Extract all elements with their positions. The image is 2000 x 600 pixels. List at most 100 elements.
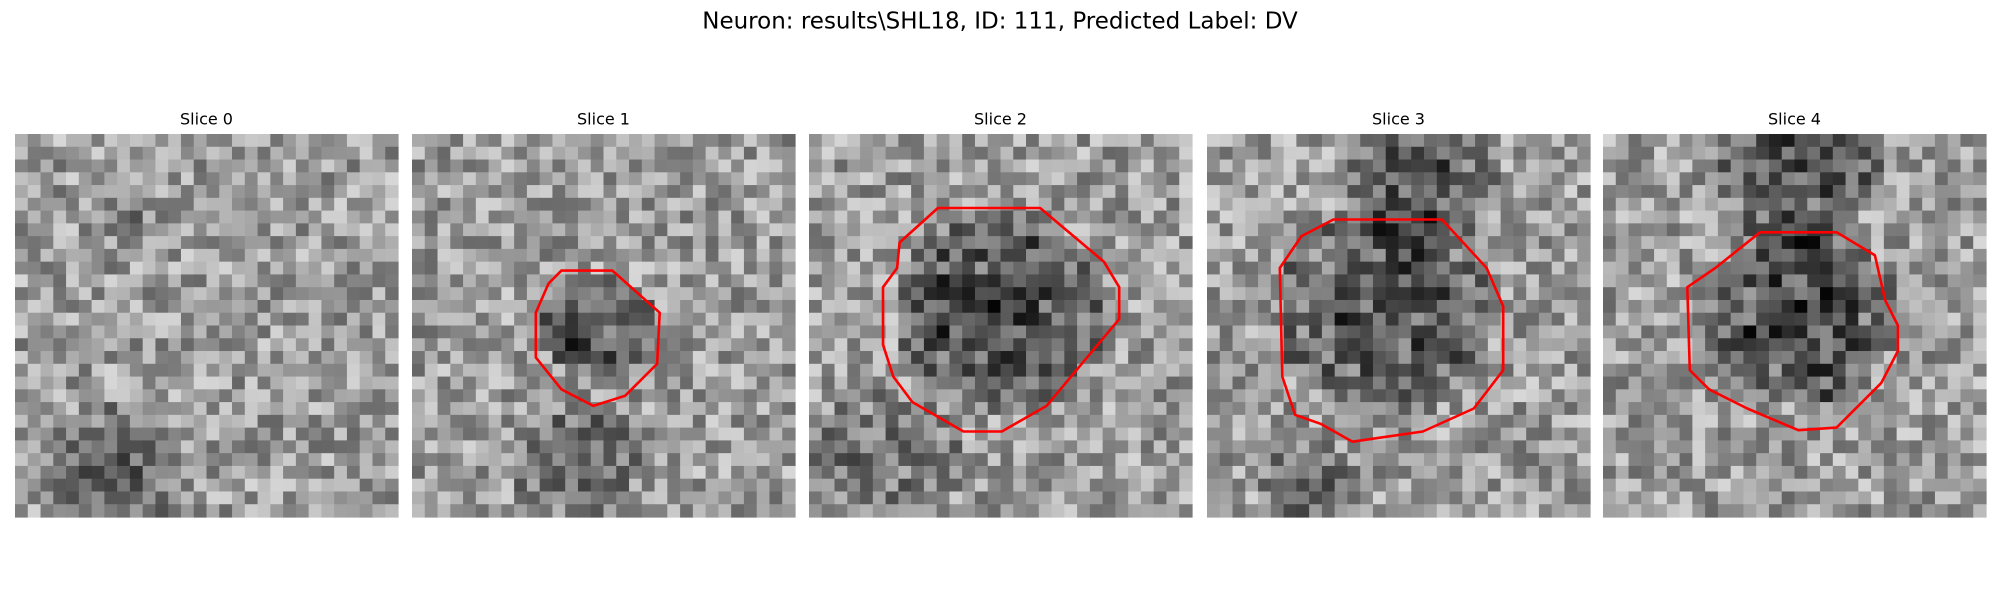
pixel xyxy=(1500,465,1514,480)
pixel xyxy=(321,338,335,352)
pixel xyxy=(91,414,105,429)
pixel xyxy=(488,223,502,237)
pixel xyxy=(1102,197,1116,212)
pixel xyxy=(40,261,54,276)
pixel xyxy=(1487,491,1502,505)
pixel xyxy=(1858,325,1872,339)
pixel xyxy=(911,491,925,505)
pixel xyxy=(1743,491,1757,505)
pixel xyxy=(1232,427,1246,441)
pixel xyxy=(1922,274,1936,288)
pixel xyxy=(78,312,93,327)
pixel xyxy=(155,491,169,505)
pixel xyxy=(193,210,208,224)
pixel xyxy=(743,351,758,365)
pixel xyxy=(1064,414,1078,429)
pixel xyxy=(987,465,1002,480)
pixel xyxy=(821,223,836,237)
pixel xyxy=(1896,453,1910,467)
pixel xyxy=(577,402,592,416)
pixel xyxy=(949,325,963,339)
pixel xyxy=(1334,312,1349,327)
pixel xyxy=(692,261,707,276)
pixel xyxy=(308,146,322,161)
pixel xyxy=(1000,274,1014,288)
pixel xyxy=(1883,236,1898,250)
pixel xyxy=(1462,338,1476,352)
pixel xyxy=(1026,312,1040,327)
pixel xyxy=(616,159,630,173)
pixel xyxy=(923,338,938,352)
pixel xyxy=(1385,197,1400,212)
pixel xyxy=(718,440,732,454)
pixel xyxy=(1577,376,1591,390)
pixel xyxy=(1909,185,1923,199)
pixel xyxy=(15,465,29,480)
pixel xyxy=(117,197,131,212)
pixel xyxy=(731,274,745,288)
pixel xyxy=(1934,414,1949,429)
pixel xyxy=(168,248,182,263)
pixel xyxy=(295,363,310,378)
pixel xyxy=(1883,223,1898,237)
pixel xyxy=(1615,351,1630,365)
pixel xyxy=(1449,287,1463,301)
pixel xyxy=(756,440,771,454)
pixel xyxy=(1051,363,1065,378)
pixel xyxy=(1832,351,1847,365)
pixel xyxy=(346,504,361,518)
pixel xyxy=(1526,338,1540,352)
pixel xyxy=(898,185,912,199)
pixel xyxy=(756,261,771,276)
pixel xyxy=(219,402,233,416)
pixel xyxy=(1909,363,1923,378)
pixel xyxy=(206,299,220,314)
pixel xyxy=(475,274,490,288)
pixel xyxy=(1820,299,1834,314)
pixel xyxy=(1756,210,1770,224)
pixel xyxy=(1934,185,1949,199)
pixel xyxy=(1781,338,1796,352)
pixel xyxy=(1128,440,1142,454)
pixel xyxy=(1615,299,1630,314)
pixel xyxy=(974,453,989,467)
pixel xyxy=(1628,414,1642,429)
pixel xyxy=(1679,248,1693,263)
pixel xyxy=(78,274,93,288)
pixel xyxy=(1896,427,1910,441)
pixel xyxy=(1768,351,1783,365)
pixel xyxy=(834,236,848,250)
pixel xyxy=(1207,146,1221,161)
pixel xyxy=(219,312,233,327)
pixel xyxy=(1666,491,1681,505)
pixel xyxy=(1871,299,1885,314)
pixel xyxy=(180,338,195,352)
pixel xyxy=(1296,504,1310,518)
pixel xyxy=(641,351,656,365)
pixel xyxy=(1628,351,1642,365)
pixel xyxy=(1166,299,1180,314)
pixel xyxy=(1077,402,1091,416)
pixel xyxy=(718,274,732,288)
pixel xyxy=(206,312,220,327)
pixel xyxy=(463,478,477,493)
pixel xyxy=(180,351,195,365)
pixel xyxy=(1768,274,1783,288)
pixel xyxy=(680,465,694,480)
pixel xyxy=(1666,159,1681,173)
pixel xyxy=(962,248,976,263)
pixel xyxy=(526,414,541,429)
pixel xyxy=(1436,312,1451,327)
pixel xyxy=(295,299,310,314)
pixel xyxy=(769,427,783,441)
pixel xyxy=(412,210,426,224)
pixel xyxy=(590,210,605,224)
pixel xyxy=(1641,402,1655,416)
pixel xyxy=(782,504,796,518)
pixel xyxy=(1360,351,1374,365)
pixel xyxy=(1140,197,1155,212)
pixel xyxy=(129,299,144,314)
pixel xyxy=(1666,363,1681,378)
pixel xyxy=(1603,376,1617,390)
pixel xyxy=(1487,402,1502,416)
